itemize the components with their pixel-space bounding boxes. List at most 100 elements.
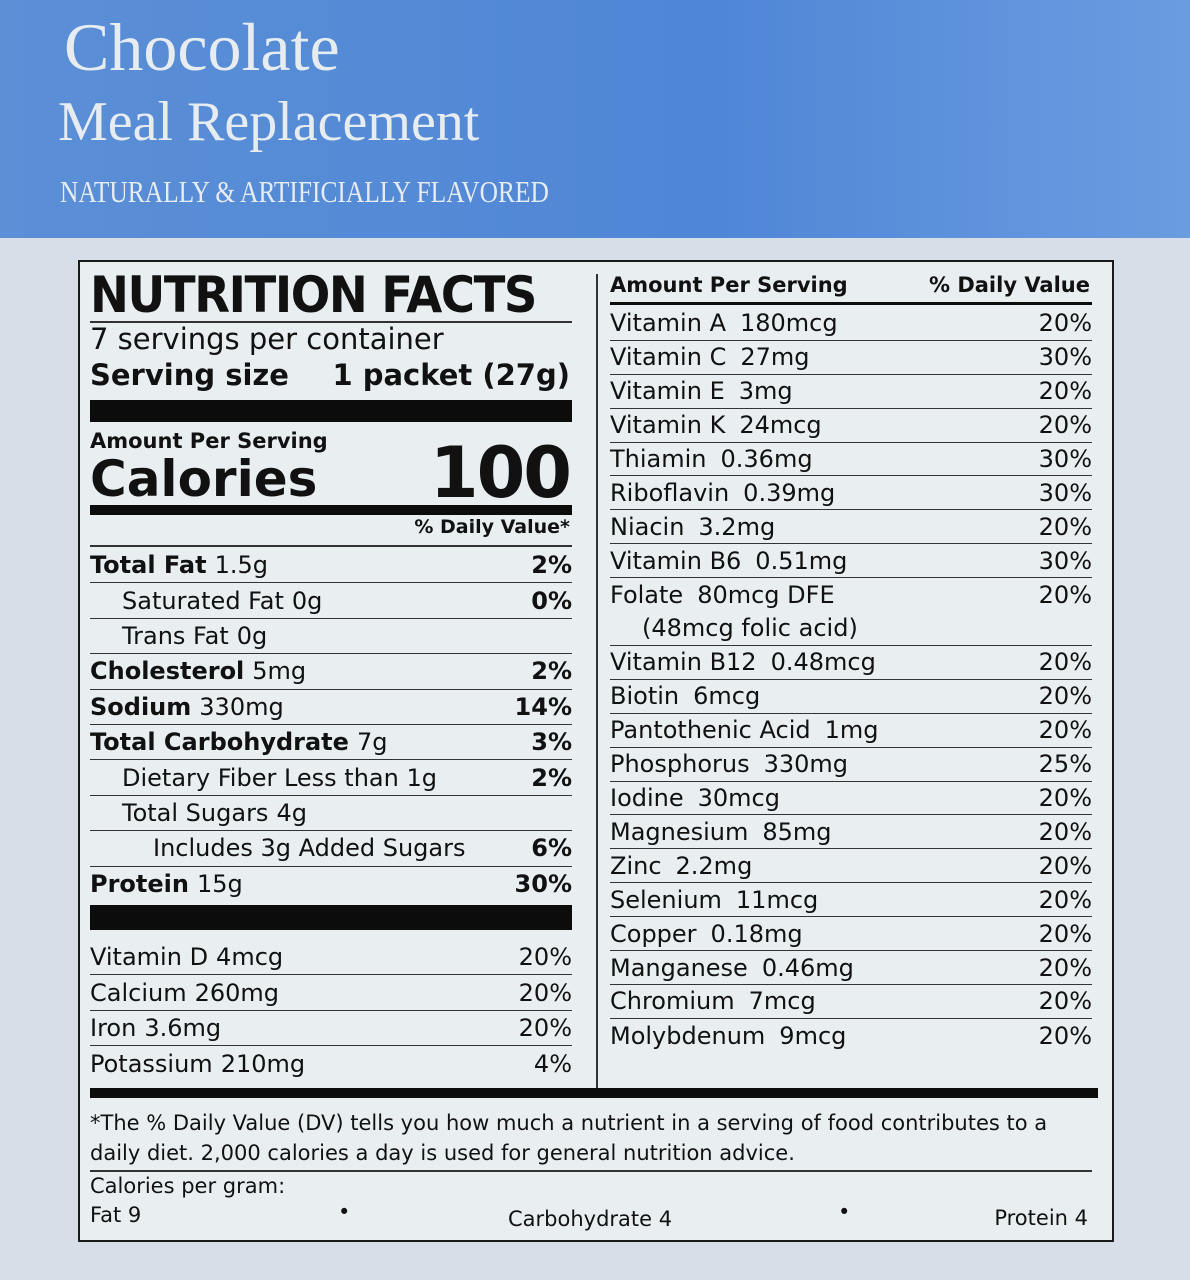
nutrient-name: Cholesterol — [90, 657, 245, 686]
nutrient-amount: 80mcg DFE — [697, 581, 835, 610]
nutrient-row: Total Fat 1.5g 2% — [90, 548, 572, 584]
nutrient-row: Pantothenic Acid 1mg 20% — [610, 714, 1092, 748]
nutrient-row: Dietary Fiber Less than 1g 2% — [90, 760, 572, 796]
nutrient-name: Total Fat — [90, 551, 207, 580]
nutrient-amount: 0g — [236, 621, 268, 650]
nutrient-name: Iodine — [610, 784, 684, 813]
daily-value: 30% — [514, 870, 572, 899]
daily-value-header: % Daily Value* — [414, 516, 570, 538]
nutrient-row: Biotin 6mcg 20% — [610, 680, 1092, 714]
daily-value: 30% — [1038, 478, 1092, 507]
nutrient-row: Zinc 2.2mg 20% — [610, 849, 1092, 884]
nutrient-amount: 0.39mg — [743, 478, 836, 507]
product-subtitle: Meal Replacement — [58, 91, 480, 153]
daily-value: 20% — [1038, 377, 1092, 406]
nutrient-row: Iron 3.6mg 20% — [90, 1011, 572, 1047]
rule — [90, 1170, 1092, 1172]
nutrient-amount: 210mg — [220, 1049, 306, 1078]
nutrient-amount: 24mcg — [739, 411, 822, 440]
daily-value: 20% — [1038, 309, 1092, 338]
flavor-note: NATURALLY & ARTIFICIALLY FLAVORED — [60, 174, 549, 209]
nutrient-amount: 1mg — [824, 716, 879, 745]
nutrient-row: Folate 80mcg DFE 20% (48mcg folic acid) — [610, 578, 1092, 646]
rule — [610, 302, 1092, 305]
nutrient-amount: 1.5g — [214, 551, 268, 580]
nutrient-name: Vitamin K — [610, 411, 726, 440]
nutrient-row: Manganese 0.46mg 20% — [610, 951, 1092, 985]
nutrient-row: Cholesterol 5mg 2% — [90, 654, 572, 690]
daily-value: 25% — [1038, 750, 1092, 779]
facts-heading: NUTRITION FACTS — [90, 266, 537, 324]
nutrient-amount: 0.18mg — [710, 919, 803, 948]
product-title: Chocolate — [64, 9, 340, 85]
nutrient-name: Total Carbohydrate — [90, 728, 349, 757]
thick-bar — [90, 505, 572, 515]
servings: 7 servings per container — [90, 322, 444, 356]
daily-value: 30% — [1038, 445, 1092, 474]
nutrient-row: Magnesium 85mg 20% — [610, 816, 1092, 850]
daily-value: 20% — [1038, 512, 1092, 541]
nutrient-row: Saturated Fat 0g 0% — [90, 583, 572, 619]
nutrient-row: Niacin 3.2mg 20% — [610, 510, 1092, 545]
daily-value: 20% — [1038, 682, 1092, 711]
daily-value: 20% — [1038, 885, 1092, 914]
daily-value: 30% — [1038, 343, 1092, 372]
nutrient-name: Molybdenum — [610, 1021, 766, 1050]
nutrient-name: Includes 3g Added Sugars — [153, 834, 466, 863]
nutrient-name: Protein — [90, 870, 189, 899]
serving-size-label: Serving size — [90, 358, 289, 392]
nutrient-amount: 5mg — [252, 657, 307, 686]
thick-bar — [90, 400, 572, 422]
nutrient-row: Includes 3g Added Sugars 6% — [90, 831, 572, 867]
nutrient-name: Biotin — [610, 682, 680, 711]
nutrient-row: Iodine 30mcg 20% — [610, 782, 1092, 816]
nutrient-amount: 0.48mcg — [770, 648, 876, 677]
fat-per-gram: Fat 9 — [90, 1203, 142, 1227]
nutrient-name: Chromium — [610, 987, 735, 1016]
nutrient-amount: 0.36mg — [720, 445, 813, 474]
daily-value: 20% — [1038, 716, 1092, 745]
daily-value: 20% — [518, 1013, 572, 1042]
nutrient-amount: 4g — [276, 798, 307, 827]
protein-per-gram: Protein 4 — [994, 1206, 1088, 1230]
daily-value: 2% — [531, 657, 572, 686]
daily-value: 20% — [1038, 919, 1092, 948]
nutrient-name: Vitamin B12 — [610, 648, 757, 677]
nutrient-name: Copper — [610, 919, 697, 948]
nutrient-row: Vitamin E 3mg 20% — [610, 375, 1092, 409]
nutrient-name: Selenium — [610, 885, 722, 914]
nutrient-row: Vitamin C 27mg 30% — [610, 341, 1092, 375]
nutrient-name: Pantothenic Acid — [610, 716, 811, 745]
header-band — [0, 0, 1190, 238]
nutrient-amount: 3.6mg — [144, 1013, 222, 1042]
nutrient-amount: 260mg — [194, 978, 280, 1007]
nutrient-name: Manganese — [610, 953, 748, 982]
nutrient-amount: 0g — [291, 586, 323, 615]
nutrient-amount: 180mcg — [739, 309, 838, 338]
nutrient-amount: 4mcg — [216, 943, 284, 972]
nutrient-amount: 0.46mg — [761, 953, 854, 982]
nutrient-name: Vitamin A — [610, 309, 726, 338]
nutrient-amount: 27mg — [740, 343, 810, 372]
serving-size: 1 packet (27g) — [332, 358, 570, 392]
nutrient-row: Total Sugars 4g — [90, 796, 572, 832]
daily-value: 20% — [1038, 784, 1092, 813]
nutrient-name: Dietary Fiber Less than 1g — [122, 763, 437, 792]
nutrient-name: Magnesium — [610, 817, 749, 846]
nutrient-row: Total Carbohydrate 7g 3% — [90, 725, 572, 761]
nutrient-note: (48mcg folic acid) — [642, 614, 858, 643]
nutrient-amount: 11mcg — [735, 885, 819, 914]
nutrient-name: Zinc — [610, 851, 662, 880]
rule — [90, 545, 572, 547]
nutrient-name: Vitamin B6 — [610, 546, 742, 575]
daily-value: 14% — [514, 692, 572, 721]
nutrient-name: Iron — [90, 1013, 137, 1042]
daily-value: 4% — [533, 1049, 572, 1078]
nutrient-name: Total Sugars — [122, 798, 269, 827]
nutrient-row: Phosphorus 330mg 25% — [610, 748, 1092, 782]
footnote: *The % Daily Value (DV) tells you how mu… — [90, 1111, 1048, 1165]
nutrient-name: Thiamin — [610, 445, 707, 474]
thick-bar — [90, 905, 572, 930]
nutrient-row: Thiamin 0.36mg 30% — [610, 443, 1092, 477]
nutrient-amount: 0.51mg — [755, 546, 848, 575]
